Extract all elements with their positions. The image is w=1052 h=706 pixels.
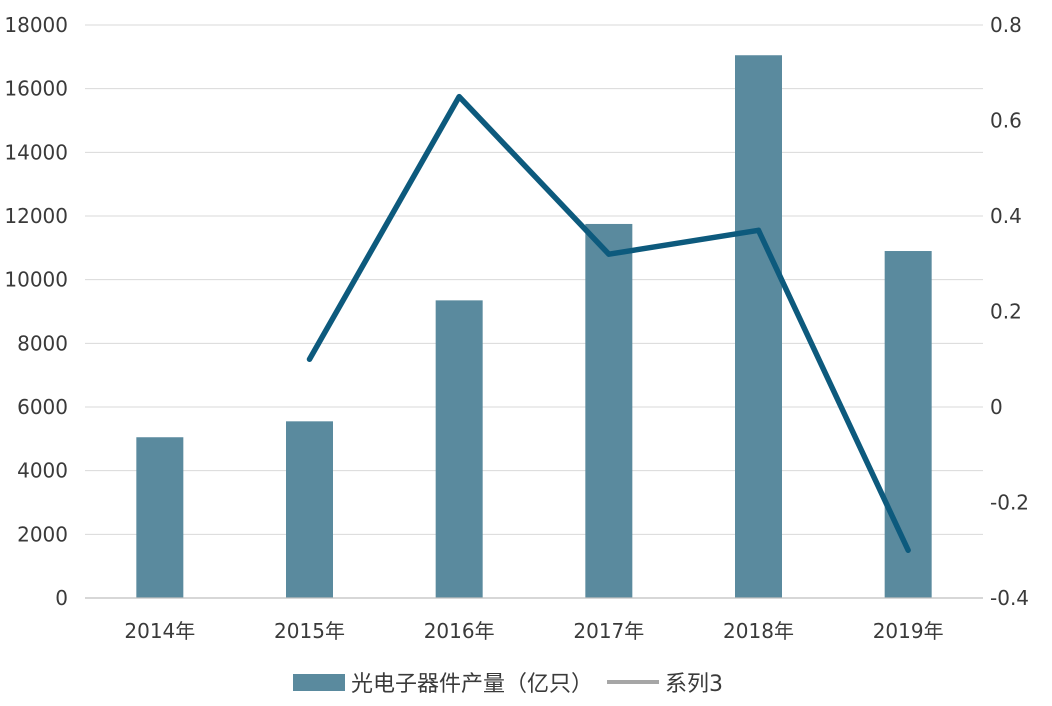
- gridlines: [85, 24, 983, 535]
- legend-label-bar: 光电子器件产量（亿只）: [351, 672, 593, 697]
- left-y-axis: 0 2000 4000 6000 8000 10000 12000 14000 16000 180…: [4, 13, 68, 610]
- bar: [884, 251, 932, 598]
- x-axis: 2014年 2015年 2016年 2017年 2018年 2019年: [124, 619, 943, 643]
- legend-label-line: 系列3: [665, 672, 723, 697]
- left-tick-label: 0: [55, 586, 68, 610]
- x-tick-label: 2017年: [573, 619, 644, 643]
- left-tick-label: 12000: [4, 204, 68, 228]
- left-tick-label: 6000: [17, 395, 68, 419]
- left-tick-label: 10000: [4, 268, 68, 292]
- x-tick-label: 2015年: [274, 619, 345, 643]
- left-tick-label: 16000: [4, 77, 68, 101]
- bar: [136, 437, 184, 598]
- bar: [585, 223, 633, 599]
- right-tick-label: 0.4: [990, 204, 1022, 228]
- line-point: [757, 228, 760, 232]
- line-series: [306, 93, 911, 553]
- left-tick-label: 8000: [17, 331, 68, 355]
- right-tick-label: 0.6: [990, 109, 1022, 133]
- right-tick-label: -0.2: [990, 491, 1029, 515]
- left-tick-label: 18000: [4, 13, 68, 37]
- legend-swatch-bar: [293, 674, 345, 691]
- x-tick-label: 2016年: [424, 619, 495, 643]
- bar: [286, 421, 333, 598]
- line-point: [906, 548, 910, 552]
- bar-series: [136, 55, 932, 599]
- line-point: [607, 252, 611, 256]
- right-tick-label: 0.2: [990, 300, 1022, 324]
- line-point: [457, 95, 461, 99]
- left-tick-label: 2000: [17, 522, 68, 546]
- left-tick-label: 4000: [17, 459, 68, 483]
- x-tick-label: 2019年: [873, 619, 944, 643]
- bar: [435, 300, 483, 598]
- x-tick-label: 2014年: [124, 619, 195, 643]
- right-tick-label: 0.8: [990, 13, 1022, 37]
- right-tick-label: 0: [990, 395, 1003, 419]
- left-tick-label: 14000: [4, 140, 68, 164]
- bar: [735, 55, 782, 599]
- x-tick-label: 2018年: [723, 619, 794, 643]
- right-tick-label: -0.4: [990, 586, 1029, 610]
- legend: 光电子器件产量（亿只） 系列3: [293, 672, 723, 697]
- right-y-axis: -0.4 -0.2 0 0.2 0.4 0.6 0.8: [990, 13, 1029, 610]
- line-point: [308, 357, 311, 361]
